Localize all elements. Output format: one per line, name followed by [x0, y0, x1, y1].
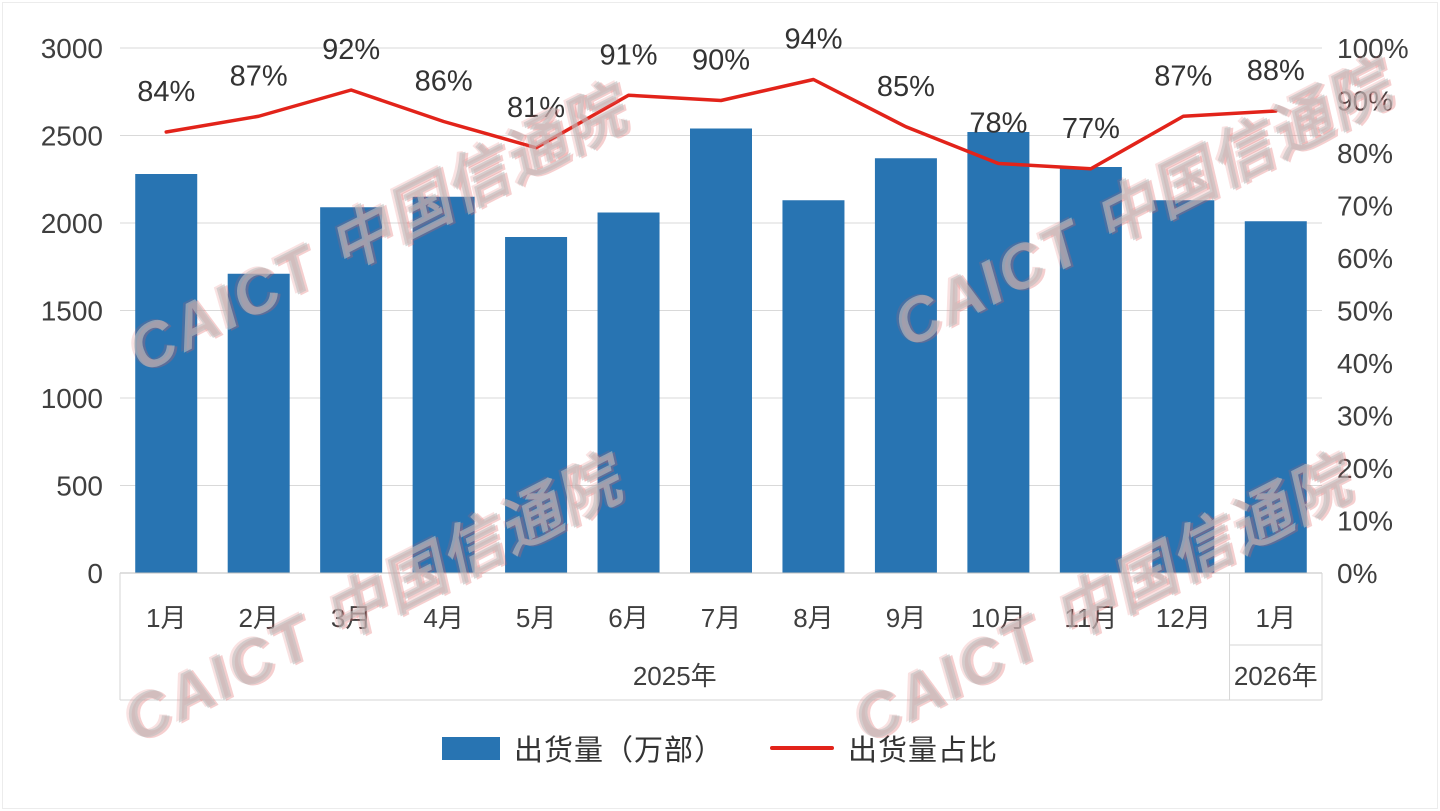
percent-line-series — [164, 77, 1278, 171]
left-axis-tick-label: 2000 — [41, 208, 103, 239]
year-labels: 2025年 2026年 — [633, 661, 1318, 691]
category-label: 12月 — [1156, 603, 1211, 633]
left-axis-tick-label: 1500 — [41, 296, 103, 327]
right-axis-tick-label: 90% — [1337, 86, 1393, 117]
point-label: 87% — [230, 60, 288, 92]
bar-2月 — [227, 273, 290, 573]
category-label: 8月 — [793, 603, 833, 633]
point-label: 87% — [1154, 60, 1212, 92]
bar-series-swatch — [441, 736, 500, 760]
right-axis-labels: 0% 10% 20% 30% 40% 50% 60% 70% 80% 90% 100% — [1337, 33, 1409, 589]
right-axis-tick-label: 40% — [1337, 348, 1393, 379]
category-label: 2月 — [238, 603, 278, 633]
bar-8月 — [782, 200, 845, 573]
right-axis-tick-label: 80% — [1337, 138, 1393, 169]
legend-item-bars: 出货量（万部） — [441, 727, 724, 769]
bar-9月 — [874, 158, 937, 573]
left-axis-tick-label: 3000 — [41, 33, 103, 64]
left-axis-tick-label: 2500 — [41, 121, 103, 152]
bar-12月 — [1152, 200, 1215, 573]
right-axis-tick-label: 20% — [1337, 453, 1393, 484]
left-axis-tick-label: 500 — [56, 471, 103, 502]
category-label: 4月 — [423, 603, 463, 633]
year-label: 2026年 — [1234, 661, 1318, 691]
bar-11月 — [1059, 167, 1122, 573]
axis-frame — [119, 572, 1323, 701]
point-label: 91% — [600, 39, 658, 71]
bar-series-label: 出货量（万部） — [513, 735, 724, 767]
left-axis-tick-label: 0 — [87, 558, 103, 589]
category-label: 3月 — [331, 603, 371, 633]
category-labels: 1月 2月 3月 4月 5月 6月 7月 8月 9月 10月 11月 12月 1月 — [146, 603, 1296, 633]
bar-10月 — [967, 132, 1030, 573]
point-labels: 84% 87% 92% 86% 81% 91% 90% 94% 85% 78% 77% 87% 88% — [137, 24, 1305, 145]
right-axis-tick-label: 70% — [1337, 191, 1393, 222]
bar-4月 — [412, 196, 475, 573]
point-label: 90% — [692, 45, 750, 77]
line-series-label: 出货量占比 — [848, 735, 999, 767]
category-label: 1月 — [146, 603, 186, 633]
right-axis-tick-label: 50% — [1337, 296, 1393, 327]
bar-series — [135, 128, 1307, 573]
chart-legend: 出货量（万部） 出货量占比 — [0, 724, 1440, 772]
bar-1月 — [135, 174, 198, 573]
category-label: 7月 — [701, 603, 741, 633]
point-label: 92% — [322, 34, 380, 66]
left-axis-labels: 0 500 1000 1500 2000 2500 3000 — [41, 33, 103, 589]
bar-5月 — [505, 237, 568, 573]
bar-7月 — [690, 128, 752, 573]
line-series-swatch — [770, 746, 834, 750]
legend-item-line: 出货量占比 — [770, 727, 998, 769]
left-axis-tick-label: 1000 — [41, 383, 103, 414]
category-label: 9月 — [886, 603, 926, 633]
point-label: 86% — [415, 66, 473, 98]
right-axis-tick-label: 30% — [1337, 401, 1393, 432]
point-label: 88% — [1247, 55, 1305, 87]
category-label: 5月 — [516, 603, 556, 633]
category-label: 1月 — [1256, 603, 1296, 633]
bar-6月 — [597, 212, 660, 573]
point-label: 84% — [137, 76, 195, 108]
percent-line — [164, 77, 1278, 171]
right-axis-tick-label: 0% — [1337, 558, 1377, 589]
point-label: 81% — [507, 92, 565, 124]
right-axis-tick-label: 60% — [1337, 243, 1393, 274]
point-label: 94% — [784, 24, 842, 56]
year-label: 2025年 — [633, 661, 717, 691]
category-label: 6月 — [608, 603, 648, 633]
category-label: 11月 — [1064, 603, 1117, 633]
point-label: 78% — [969, 108, 1027, 140]
right-axis-tick-label: 100% — [1337, 33, 1409, 64]
bar-3月 — [320, 207, 383, 573]
bar-1月 — [1244, 221, 1307, 573]
point-label: 85% — [877, 71, 935, 103]
right-axis-tick-label: 10% — [1337, 506, 1393, 537]
point-label: 77% — [1062, 113, 1120, 145]
category-label: 10月 — [971, 603, 1026, 633]
